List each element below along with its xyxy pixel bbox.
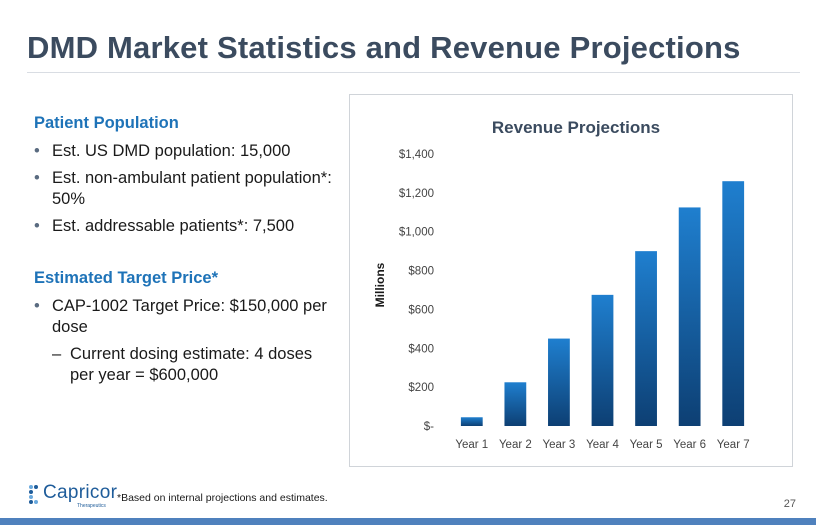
bullet-target-price: CAP-1002 Target Price: $150,000 per dose… [34,296,334,386]
x-tick-label: Year 1 [455,439,488,451]
logo-wordmark: Capricor [43,482,118,503]
y-tick-label: $400 [408,343,434,355]
bar-year-5 [635,251,657,426]
bar-year-6 [678,207,701,426]
bullet-non-ambulant: Est. non-ambulant patient population*: 5… [34,168,334,210]
y-tick-label: $1,200 [399,188,434,200]
chart-title: Revenue Projections [492,118,660,137]
bullet-us-population: Est. US DMD population: 15,000 [34,141,334,162]
slide-title: DMD Market Statistics and Revenue Projec… [27,30,741,65]
y-tick-label: $800 [408,266,434,278]
bottom-accent-bar [0,518,816,525]
y-tick-label: $600 [408,304,434,316]
target-price-heading: Estimated Target Price* [34,269,219,287]
revenue-chart-svg: Revenue Projections Millions $- $200 $400 $… [373,118,750,451]
x-tick-label: Year 3 [543,439,576,451]
page-number: 27 [783,498,796,510]
bar-year-3 [548,338,570,426]
x-tick-label: Year 2 [499,439,532,451]
capricor-logo: Capricor Therapeutics [27,482,117,512]
revenue-chart: Revenue Projections Millions $- $200 $400 $… [349,94,793,467]
x-tick-label: Year 7 [717,439,750,451]
dosing-sublist: Current dosing estimate: 4 doses per yea… [52,344,334,386]
patient-population-list: Est. US DMD population: 15,000 Est. non-… [34,141,334,237]
y-tick-label: $200 [408,382,434,394]
x-tick-label: Year 5 [630,439,663,451]
bar-year-4 [591,294,614,426]
footnote: *Based on internal projections and estim… [117,492,328,504]
y-axis-label: Millions [373,262,387,307]
bar-year-7 [722,181,745,426]
y-tick-label: $1,000 [399,227,434,239]
logo-tagline: Therapeutics [77,503,106,509]
patient-population-heading: Patient Population [34,114,179,132]
target-price-list: CAP-1002 Target Price: $150,000 per dose… [34,296,334,386]
bar-year-1 [460,417,483,426]
x-tick-label: Year 6 [673,439,706,451]
bullet-addressable: Est. addressable patients*: 7,500 [34,216,334,237]
bar-year-2 [504,382,527,426]
x-tick-label: Year 4 [586,439,619,451]
logo-mark-icon [29,485,38,504]
title-divider [27,72,800,73]
target-price-text: CAP-1002 Target Price: $150,000 per dose [52,297,327,336]
bullet-dosing-estimate: Current dosing estimate: 4 doses per yea… [52,344,334,386]
left-content: Patient Population Est. US DMD populatio… [34,114,334,392]
y-tick-label: $- [424,421,434,433]
y-tick-label: $1,400 [399,149,434,161]
